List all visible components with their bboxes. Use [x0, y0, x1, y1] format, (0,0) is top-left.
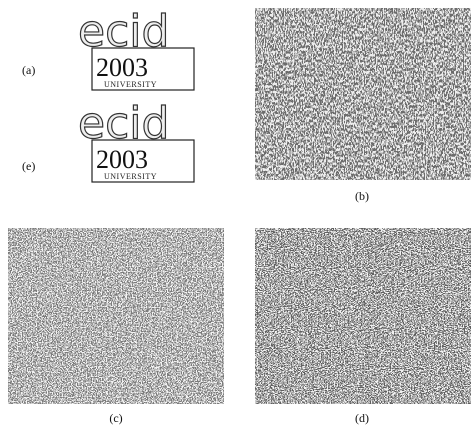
- panel-label: (a): [22, 63, 35, 77]
- figure: ecid 2003 UNIVERSITY (a) ecid 2003 UNIVE…: [0, 0, 472, 433]
- noise-image-c: [8, 228, 224, 404]
- panel-label: (b): [355, 189, 369, 203]
- noise-image-d: [255, 228, 471, 404]
- logo-e: ecid 2003 UNIVERSITY: [78, 98, 194, 182]
- logo-year: 2003: [96, 145, 148, 174]
- logo-year: 2003: [96, 53, 148, 82]
- noise-image-b: [255, 8, 471, 180]
- panel-label: (e): [22, 159, 35, 173]
- panel-label: (d): [355, 411, 369, 425]
- logo-name: UNIVERSITY: [104, 172, 157, 181]
- page: {"figure": { "labels": {"a": "(a)", "e":…: [0, 0, 472, 433]
- panel-label: (c): [109, 411, 122, 425]
- logo-a: ecid 2003 UNIVERSITY: [78, 6, 194, 90]
- logo-name: UNIVERSITY: [104, 80, 157, 89]
